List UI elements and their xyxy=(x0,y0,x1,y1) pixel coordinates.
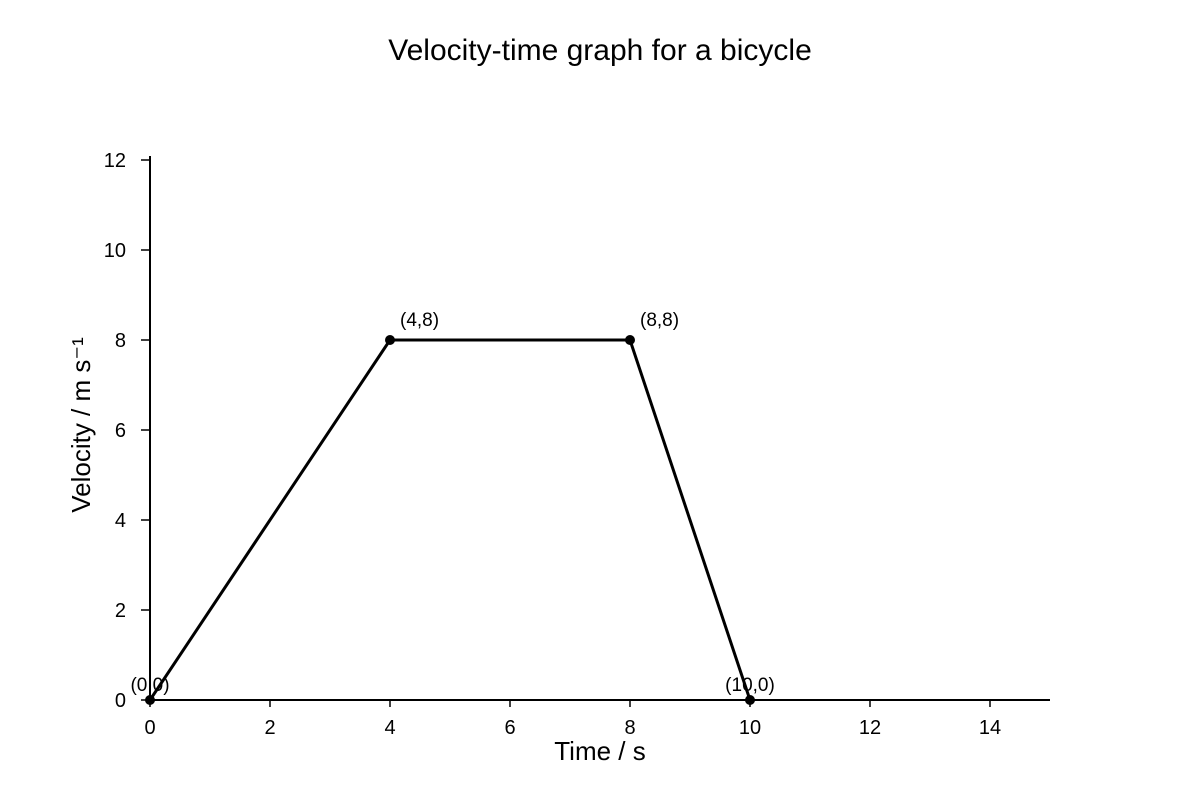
axes: 0 2 4 6 8 10 12 14 0 2 4 6 8 10 12 xyxy=(104,150,1050,739)
data-point xyxy=(385,335,395,345)
x-tick-label: 0 xyxy=(144,717,155,739)
y-tick-label: 2 xyxy=(115,600,126,622)
y-axis-label: Velocity / m s⁻¹ xyxy=(66,337,96,513)
plot-area: (0,0) (4,8) (8,8) (10,0) xyxy=(130,310,775,705)
point-annotation: (8,8) xyxy=(640,310,679,331)
chart-title: Velocity-time graph for a bicycle xyxy=(388,34,812,67)
x-tick-label: 14 xyxy=(979,717,1001,739)
x-tick-label: 4 xyxy=(384,717,395,739)
x-tick-label: 12 xyxy=(859,717,881,739)
x-axis-label: Time / s xyxy=(554,736,645,766)
x-tick-label: 2 xyxy=(264,717,275,739)
y-tick-label: 8 xyxy=(115,330,126,352)
point-annotation: (0,0) xyxy=(130,675,169,696)
y-tick-label: 10 xyxy=(104,240,126,262)
x-tick-label: 8 xyxy=(624,717,635,739)
data-point xyxy=(745,695,755,705)
x-tick-label: 6 xyxy=(504,717,515,739)
point-annotation: (4,8) xyxy=(400,310,439,331)
y-tick-label: 4 xyxy=(115,510,126,532)
data-point xyxy=(625,335,635,345)
x-tick-label: 10 xyxy=(739,717,761,739)
data-point xyxy=(145,695,155,705)
series-line xyxy=(148,338,752,701)
y-tick-label: 12 xyxy=(104,150,126,172)
y-tick-label: 0 xyxy=(115,690,126,712)
point-annotation: (10,0) xyxy=(725,675,775,696)
y-tick-label: 6 xyxy=(115,420,126,442)
